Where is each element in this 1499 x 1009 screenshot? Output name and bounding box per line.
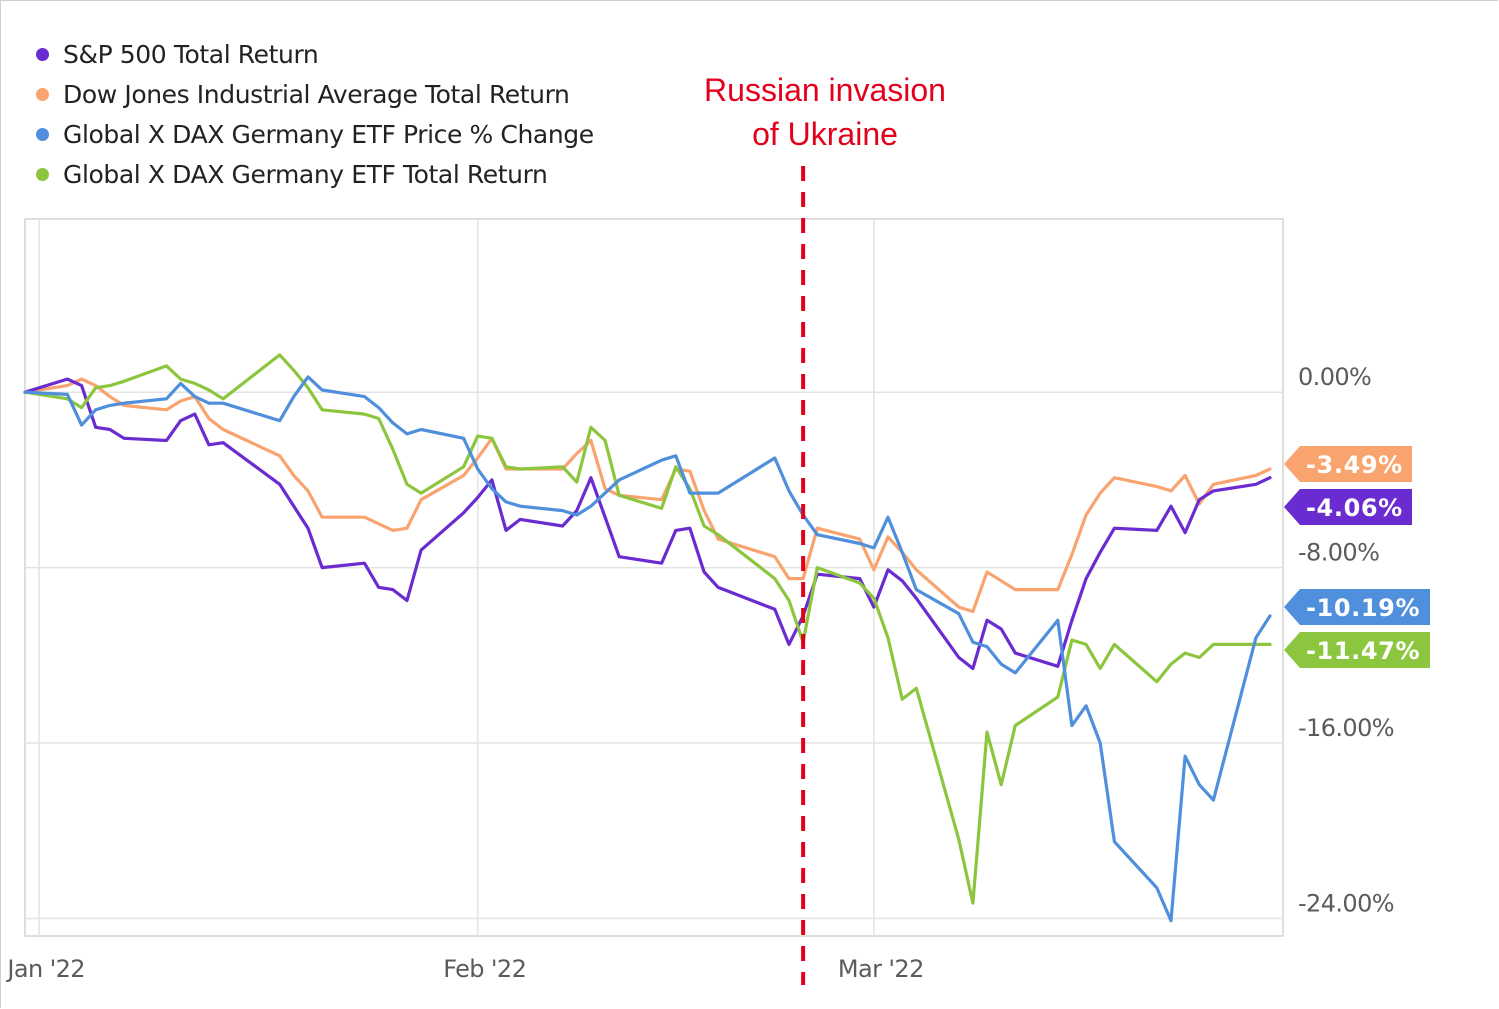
legend-label-dow-jones: Dow Jones Industrial Average Total Retur… [63, 79, 570, 109]
legend: S&P 500 Total Return Dow Jones Industria… [36, 34, 594, 194]
x-tick-label: Jan '22 [5, 955, 85, 983]
end-label-dax-price: -10.19% [1306, 594, 1420, 622]
x-tick-label: Mar '22 [838, 955, 924, 983]
legend-item-dow-jones[interactable]: Dow Jones Industrial Average Total Retur… [36, 74, 594, 114]
annotation-line-2: of Ukraine [752, 116, 898, 152]
tick-layer: 0.00% -8.00% -16.00% -24.00% Jan '22 Feb '22 M… [5, 363, 1394, 983]
end-label-tag-dax-price [1284, 589, 1430, 625]
series-line-dax-price [23, 375, 1272, 923]
x-tick-label: Feb '22 [443, 955, 526, 983]
end-label-dow-jones: -3.49% [1306, 451, 1403, 479]
y-tick-label: -24.00% [1298, 889, 1394, 917]
legend-item-dax-price[interactable]: Global X DAX Germany ETF Price % Change [36, 114, 594, 154]
legend-item-dax-total-return[interactable]: Global X DAX Germany ETF Total Return [36, 154, 594, 194]
legend-label-dax-total-return: Global X DAX Germany ETF Total Return [63, 159, 548, 189]
invasion-annotation: Russian invasion of Ukraine [660, 68, 990, 156]
series-line-dow-jones [23, 377, 1272, 614]
end-label-tag-dax-total-return [1284, 632, 1430, 668]
annotation-line-1: Russian invasion [704, 72, 946, 108]
end-label-dax-total-return: -11.47% [1306, 637, 1420, 665]
series-line-dax-total-return [23, 353, 1272, 905]
grid-layer [25, 219, 1283, 936]
legend-marker-dax-price [36, 127, 49, 141]
legend-marker-dow-jones [36, 87, 49, 101]
series-layer [23, 353, 1272, 923]
legend-label-dax-price: Global X DAX Germany ETF Price % Change [63, 119, 594, 149]
plot-area [24, 218, 1284, 937]
end-label-sp500: -4.06% [1306, 494, 1403, 522]
end-label-tag-dow-jones [1284, 446, 1412, 482]
y-tick-label: -8.00% [1298, 539, 1379, 567]
legend-label-sp500: S&P 500 Total Return [63, 39, 319, 69]
legend-item-sp500[interactable]: S&P 500 Total Return [36, 34, 594, 74]
y-tick-label: -16.00% [1298, 714, 1394, 742]
legend-marker-sp500 [36, 47, 49, 61]
series-line-sp500 [23, 377, 1272, 671]
y-tick-label: 0.00% [1298, 363, 1371, 391]
legend-marker-dax-total-return [36, 167, 49, 181]
end-label-tag-sp500 [1284, 489, 1412, 525]
label-layer: -3.49% -4.06% -10.19% -11.47% [1284, 446, 1430, 668]
